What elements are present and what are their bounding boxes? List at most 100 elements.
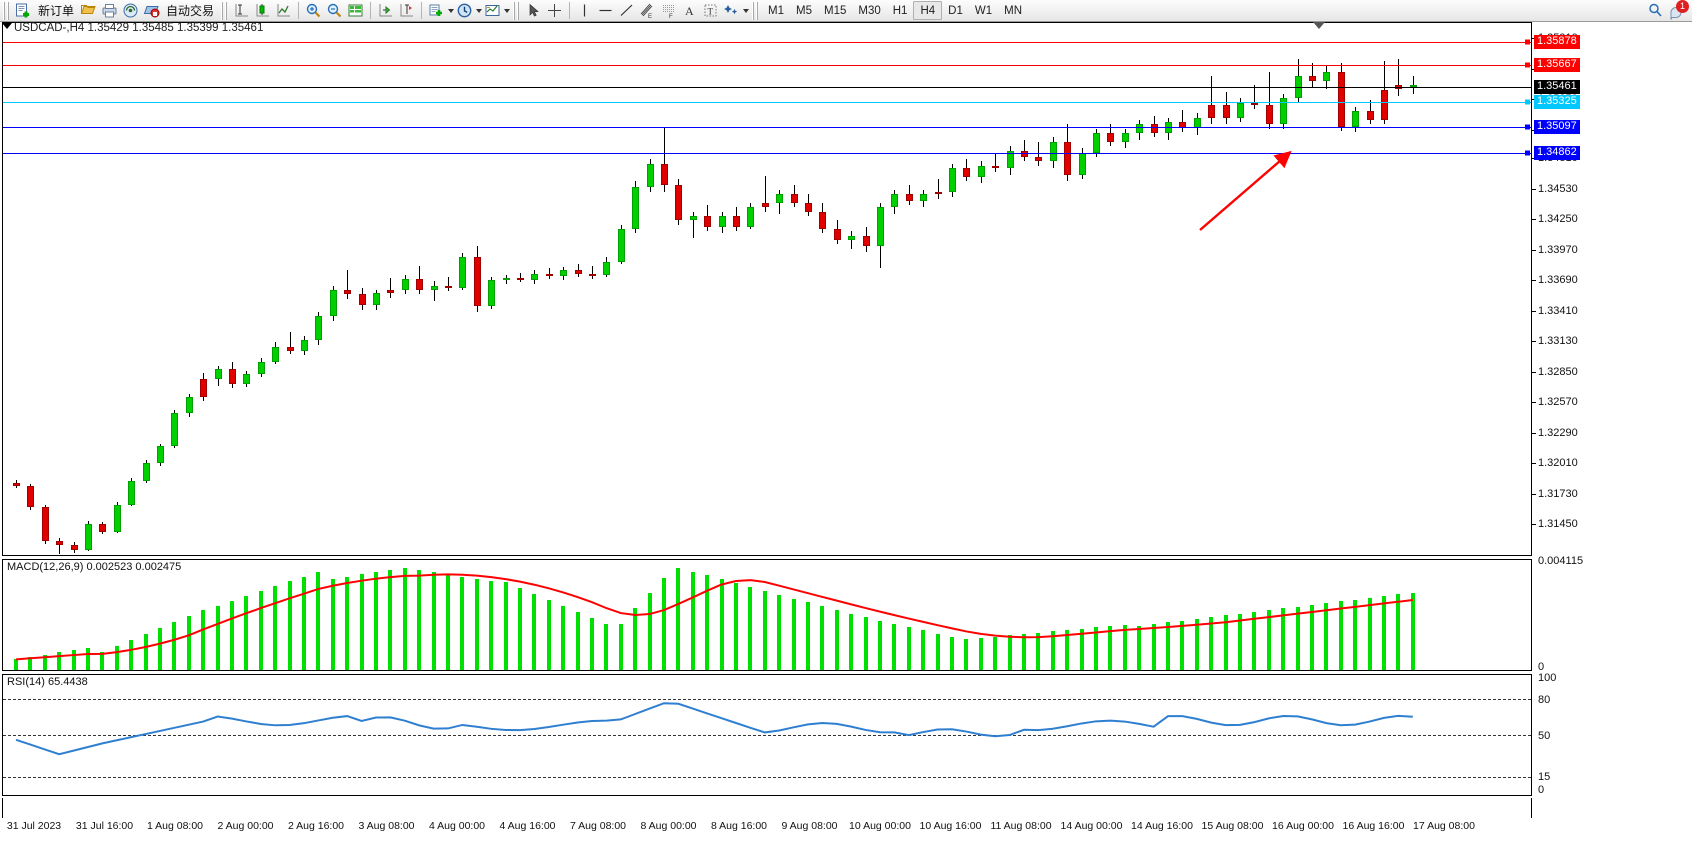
data-window-icon[interactable]: [345, 1, 366, 21]
level-line-resistance-1[interactable]: [3, 64, 1531, 66]
zoom-out-icon[interactable]: [324, 1, 345, 21]
templates-icon[interactable]: [482, 1, 503, 21]
level-line-support-2[interactable]: [3, 152, 1531, 154]
timeframe-h4[interactable]: H4: [913, 1, 943, 20]
macd-histogram-bar: [1137, 626, 1142, 670]
new-order-icon[interactable]: [13, 1, 34, 21]
indicators-dropdown-caret[interactable]: [448, 8, 455, 13]
period-dropdown-caret[interactable]: [476, 8, 483, 13]
chart-scroll-handle[interactable]: [1313, 22, 1325, 29]
macd-histogram-bar: [921, 630, 926, 670]
shift-end-icon[interactable]: [375, 1, 396, 21]
rsi-pane[interactable]: RSI(14) 65.4438: [2, 674, 1532, 796]
toolbar-grip-2[interactable]: [221, 1, 229, 20]
text-icon[interactable]: A: [679, 1, 700, 21]
hline-icon[interactable]: [595, 1, 616, 21]
price-tick-mark: [1532, 402, 1536, 404]
timeframe-w1[interactable]: W1: [974, 4, 993, 17]
period-clock-icon[interactable]: [454, 1, 475, 21]
level-line-last-price[interactable]: [3, 87, 1531, 89]
date-tick-label: 4 Aug 16:00: [499, 820, 556, 832]
candle-body: [1021, 150, 1028, 158]
macd-histogram-bar: [892, 623, 897, 670]
price-label-last-price[interactable]: 1.35461: [1534, 80, 1580, 95]
objects-icon[interactable]: [721, 1, 742, 21]
level-handle-support-1[interactable]: [1525, 124, 1530, 130]
candle-body: [473, 257, 481, 307]
level-line-resistance-2[interactable]: [3, 41, 1531, 43]
indicators-icon[interactable]: [426, 1, 447, 21]
label-icon[interactable]: T: [700, 1, 721, 21]
level-line-pivot[interactable]: [3, 102, 1531, 104]
candle-body: [877, 207, 884, 247]
toolbar-grip[interactable]: [3, 1, 10, 20]
chart-area[interactable]: USDCAD-,H4 1.35429 1.35485 1.35399 1.354…: [0, 22, 1692, 848]
timeframe-d1[interactable]: D1: [948, 4, 963, 17]
timeframe-mn[interactable]: MN: [1004, 4, 1022, 17]
macd-histogram-bar: [1266, 610, 1271, 670]
level-handle-resistance-1[interactable]: [1525, 62, 1530, 68]
candle-body: [257, 362, 265, 375]
candles-icon[interactable]: [252, 1, 273, 21]
fibo-icon[interactable]: F: [658, 1, 679, 21]
crosshair-bar-icon[interactable]: [231, 1, 252, 21]
candle-body: [85, 524, 92, 550]
date-axis[interactable]: [2, 798, 1532, 818]
equidistant-channel-icon[interactable]: E: [637, 1, 658, 21]
candle-body: [70, 545, 78, 550]
toolbar-grip-4[interactable]: [752, 1, 760, 20]
symbol-collapse-icon[interactable]: [2, 23, 12, 29]
candle-body: [27, 486, 35, 508]
candle-body: [1093, 133, 1100, 153]
candle-body: [329, 290, 337, 317]
notifications-icon[interactable]: 1: [1666, 0, 1689, 21]
level-handle-pivot[interactable]: [1525, 99, 1530, 105]
level-handle-support-2[interactable]: [1525, 150, 1530, 155]
search-icon[interactable]: [1645, 1, 1666, 21]
price-label-pivot[interactable]: 1.35325: [1534, 95, 1580, 110]
macd-histogram-bar: [1036, 632, 1041, 670]
zoom-in-icon[interactable]: [303, 1, 324, 21]
price-label-support-1[interactable]: 1.35097: [1534, 119, 1580, 134]
timeframe-m5[interactable]: M5: [796, 4, 812, 17]
level-handle-resistance-2[interactable]: [1525, 39, 1530, 45]
autotrading-icon[interactable]: [141, 1, 162, 21]
signals-icon[interactable]: [120, 1, 141, 21]
toolbar-grip-3[interactable]: [513, 1, 521, 20]
candle-wick: [390, 278, 392, 298]
macd-label: MACD(12,26,9) 0.002523 0.002475: [7, 561, 182, 573]
price-scale[interactable]: 1.359101.356301.353501.350701.348101.345…: [1532, 22, 1692, 558]
price-tick-label: 1.33970: [1538, 243, 1578, 256]
print-preview-icon[interactable]: [99, 1, 120, 21]
timeframe-m1[interactable]: M1: [768, 4, 785, 17]
macd-histogram-bar: [1367, 597, 1372, 670]
auto-scroll-icon[interactable]: [396, 1, 417, 21]
timeframe-m15[interactable]: M15: [824, 4, 847, 17]
autotrading-label[interactable]: 自动交易: [166, 4, 215, 18]
price-tick-mark: [1532, 371, 1536, 373]
templates-dropdown-caret[interactable]: [504, 8, 511, 13]
macd-histogram-bar: [244, 596, 249, 670]
trendline-icon[interactable]: [616, 1, 637, 21]
price-label-resistance-2[interactable]: 1.35878: [1534, 34, 1580, 49]
price-plot[interactable]: [3, 23, 1531, 555]
cursor-icon[interactable]: [523, 1, 544, 21]
candle-body: [185, 396, 193, 414]
vline-icon[interactable]: [574, 1, 595, 21]
line-chart-icon[interactable]: [273, 1, 294, 21]
timeframe-m30[interactable]: M30: [858, 4, 881, 17]
timeframe-h1[interactable]: H1: [892, 4, 908, 17]
folder-icon[interactable]: [78, 1, 99, 21]
objects-dropdown-caret[interactable]: [743, 8, 750, 13]
macd-histogram-bar: [1252, 611, 1257, 670]
candle-body: [315, 316, 323, 341]
price-pane[interactable]: [2, 22, 1532, 556]
price-label-resistance-1[interactable]: 1.35667: [1534, 57, 1580, 72]
macd-pane[interactable]: MACD(12,26,9) 0.002523 0.002475: [2, 559, 1532, 671]
level-line-support-1[interactable]: [3, 126, 1531, 128]
price-label-support-2[interactable]: 1.34862: [1534, 145, 1580, 160]
macd-histogram-bar: [777, 594, 782, 670]
crosshair-icon[interactable]: [544, 1, 565, 21]
new-order-label[interactable]: 新订单: [38, 4, 75, 18]
macd-histogram-bar: [374, 572, 378, 670]
